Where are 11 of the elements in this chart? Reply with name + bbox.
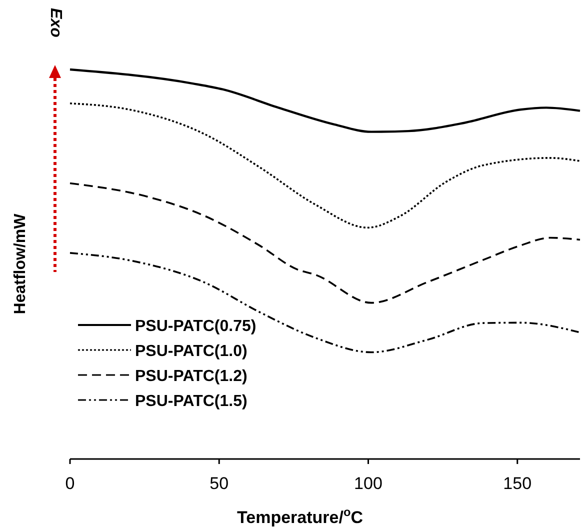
legend-label: PSU-PATC(0.75) bbox=[135, 318, 256, 335]
x-tick-label: 150 bbox=[503, 474, 532, 493]
y-axis-title: Heatflow/mW bbox=[12, 212, 29, 314]
x-tick-label: 50 bbox=[210, 474, 229, 493]
x-tick-label: 100 bbox=[354, 474, 382, 493]
legend-label: PSU-PATC(1.5) bbox=[135, 393, 248, 410]
text: Exo bbox=[46, 8, 64, 38]
legend-label: PSU-PATC(1.2) bbox=[135, 368, 248, 385]
legend-label: PSU-PATC(1.0) bbox=[135, 343, 248, 360]
x-axis-title: Temperature/$^{o}$C bbox=[237, 505, 363, 527]
x-tick-label: 0 bbox=[65, 474, 75, 493]
